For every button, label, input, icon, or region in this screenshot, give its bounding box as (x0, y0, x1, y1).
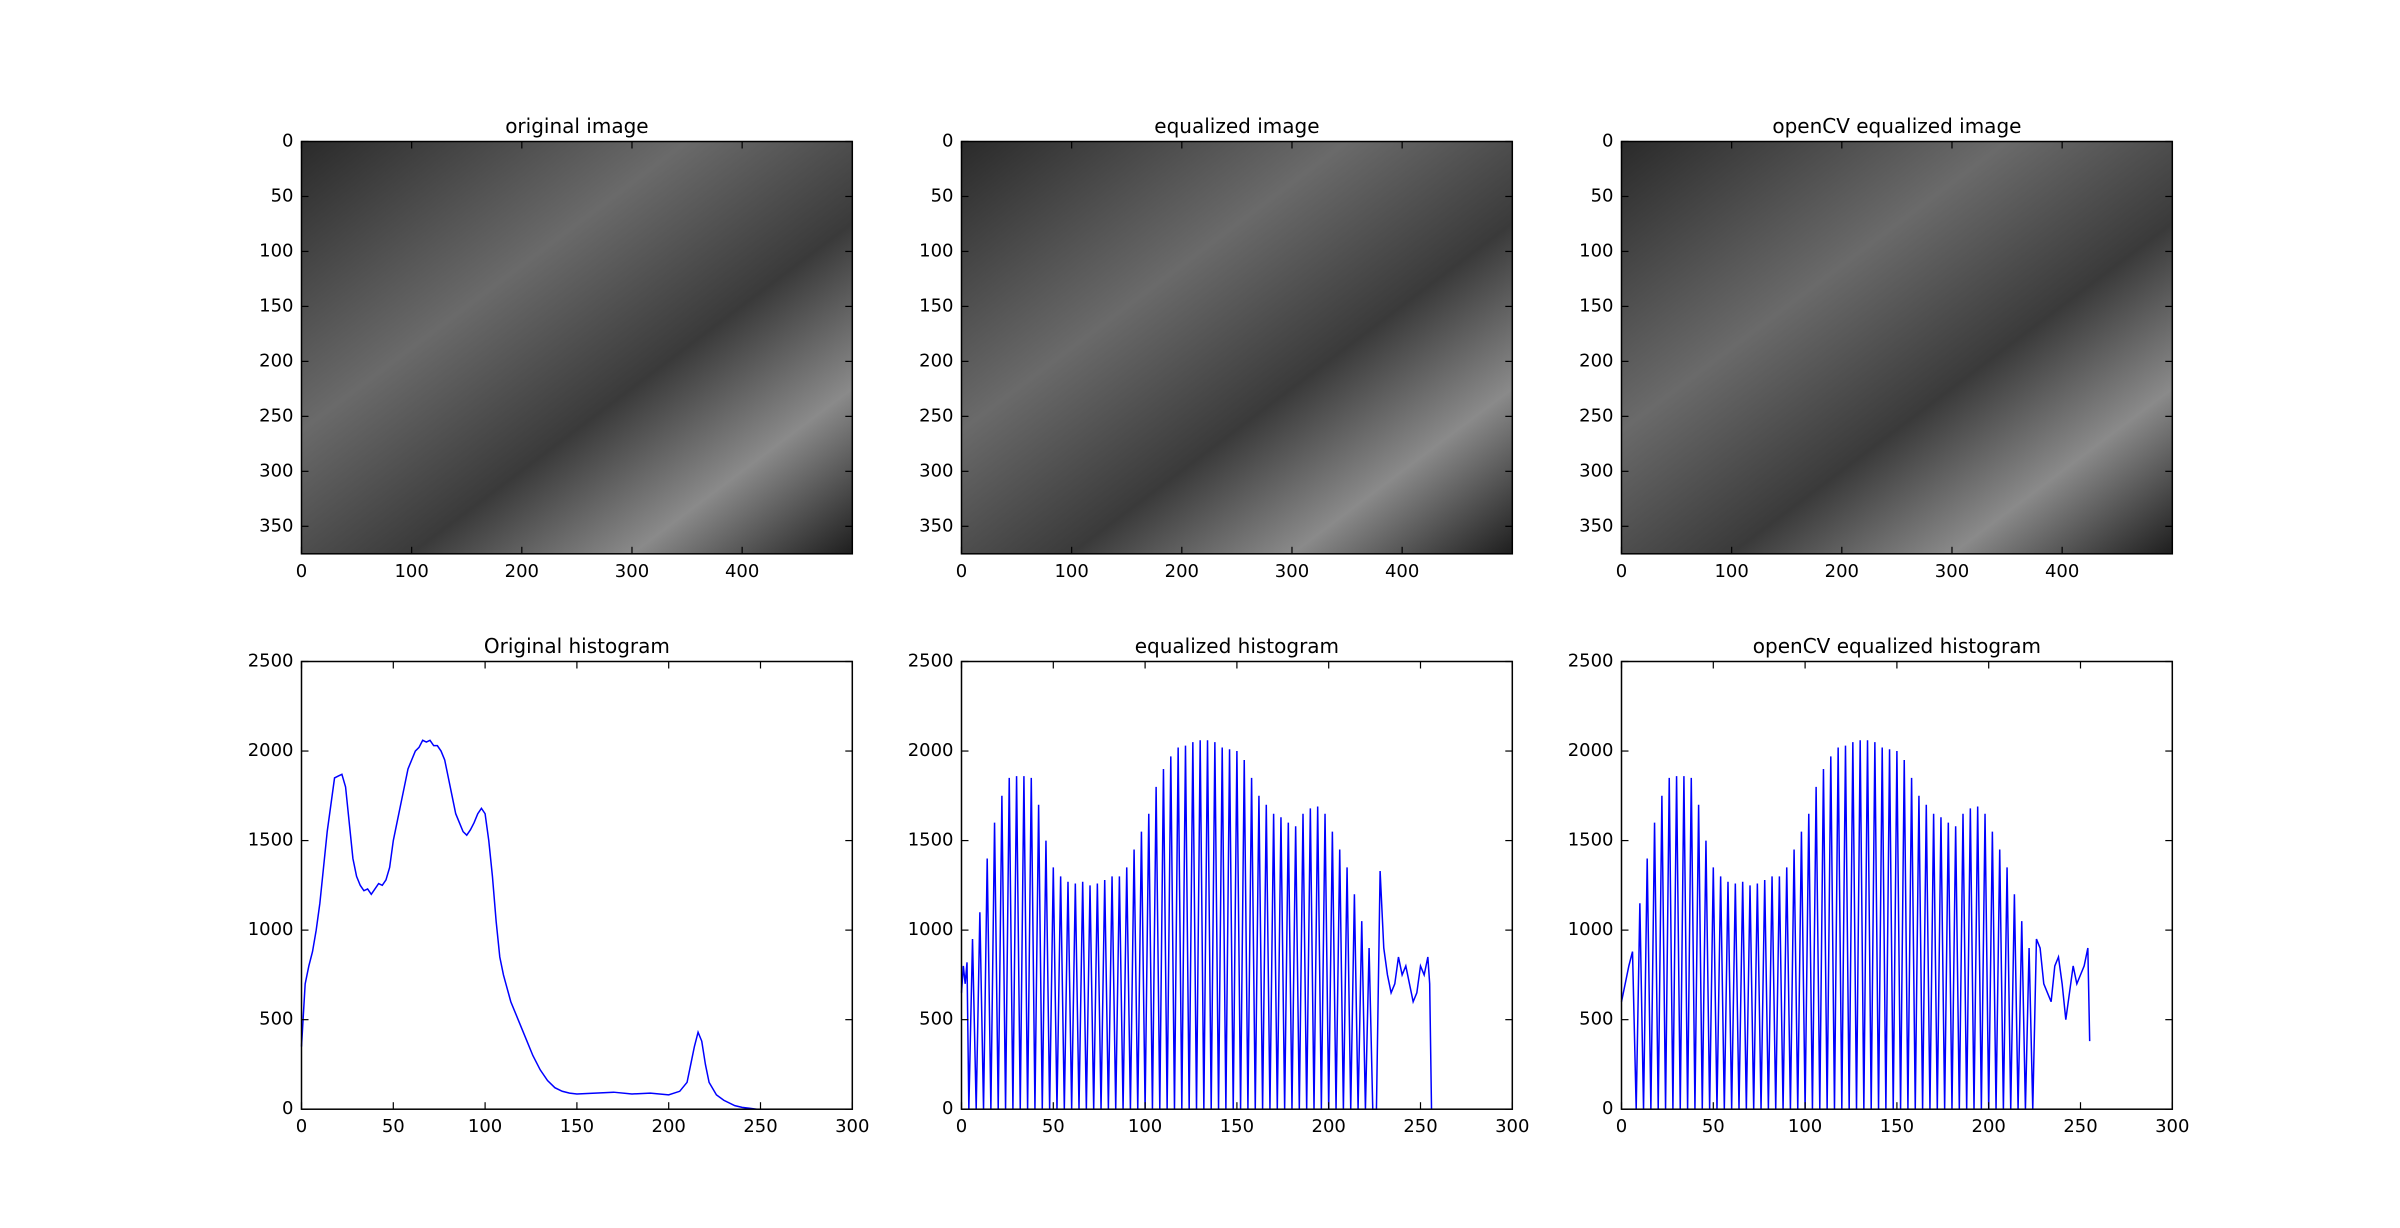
y-tick-label: 350 (259, 515, 293, 536)
y-tick-label: 1500 (1568, 830, 1614, 851)
axes-frame (300, 140, 854, 555)
x-tick-label: 0 (1616, 561, 1627, 582)
image-placeholder (301, 141, 853, 554)
y-tick-label: 500 (919, 1009, 953, 1030)
y-tick-label: 1000 (908, 919, 954, 940)
x-tick-label: 250 (743, 1116, 777, 1137)
y-tick-label: 250 (1579, 405, 1613, 426)
x-tick-label: 100 (394, 561, 428, 582)
x-tick-label: 0 (296, 561, 307, 582)
y-tick-label: 100 (259, 240, 293, 261)
y-tick-label: 0 (942, 131, 953, 152)
y-tick-label: 1500 (248, 830, 294, 851)
x-tick-label: 400 (2045, 561, 2079, 582)
x-tick-label: 400 (725, 561, 759, 582)
x-tick-label: 200 (505, 561, 539, 582)
histogram-line (1620, 740, 2091, 1110)
y-tick-label: 0 (942, 1098, 953, 1119)
image-placeholder (1621, 141, 2173, 554)
x-tick-label: 200 (1165, 561, 1199, 582)
x-tick-label: 100 (1128, 1116, 1162, 1137)
y-tick-label: 2500 (908, 651, 954, 672)
axes-frame (1620, 660, 2174, 1110)
y-tick-label: 100 (1579, 240, 1613, 261)
histogram-line (960, 740, 1433, 1110)
y-tick-label: 2500 (248, 651, 294, 672)
chart-title: Original histogram (484, 634, 670, 658)
axes-frame (300, 660, 854, 1110)
y-tick-label: 300 (1579, 460, 1613, 481)
y-tick-label: 300 (259, 460, 293, 481)
y-tick-label: 250 (919, 405, 953, 426)
y-tick-label: 350 (1579, 515, 1613, 536)
x-tick-label: 250 (2063, 1116, 2097, 1137)
x-tick-label: 250 (1403, 1116, 1437, 1137)
y-tick-label: 1500 (908, 830, 954, 851)
y-tick-label: 150 (1579, 295, 1613, 316)
y-tick-label: 150 (919, 295, 953, 316)
x-tick-label: 200 (652, 1116, 686, 1137)
y-tick-label: 500 (259, 1009, 293, 1030)
x-tick-label: 50 (1042, 1116, 1065, 1137)
y-tick-label: 200 (259, 350, 293, 371)
chart-title: original image (505, 114, 648, 138)
axes-frame (960, 140, 1514, 555)
x-tick-label: 100 (468, 1116, 502, 1137)
x-tick-label: 0 (956, 561, 967, 582)
axes-frame (1620, 140, 2174, 555)
x-tick-label: 300 (2155, 1116, 2189, 1137)
y-tick-label: 50 (1591, 185, 1614, 206)
axes-frame (960, 660, 1514, 1110)
y-tick-label: 0 (282, 1098, 293, 1119)
x-tick-label: 150 (1880, 1116, 1914, 1137)
chart-title: equalized histogram (1135, 634, 1339, 658)
image-placeholder (961, 141, 1513, 554)
y-tick-label: 0 (1602, 1098, 1613, 1119)
y-tick-label: 2000 (1568, 740, 1614, 761)
y-tick-label: 300 (919, 460, 953, 481)
x-tick-label: 200 (1312, 1116, 1346, 1137)
x-tick-label: 400 (1385, 561, 1419, 582)
x-tick-label: 300 (1935, 561, 1969, 582)
x-tick-label: 0 (956, 1116, 967, 1137)
x-tick-label: 0 (296, 1116, 307, 1137)
x-tick-label: 300 (1275, 561, 1309, 582)
x-tick-label: 150 (560, 1116, 594, 1137)
y-tick-label: 350 (919, 515, 953, 536)
y-tick-label: 2500 (1568, 651, 1614, 672)
chart-title: openCV equalized histogram (1753, 634, 2041, 658)
y-tick-label: 50 (931, 185, 954, 206)
y-tick-label: 250 (259, 405, 293, 426)
y-tick-label: 0 (282, 131, 293, 152)
y-tick-label: 200 (919, 350, 953, 371)
x-tick-label: 50 (382, 1116, 405, 1137)
y-tick-label: 150 (259, 295, 293, 316)
x-tick-label: 200 (1972, 1116, 2006, 1137)
y-tick-label: 2000 (248, 740, 294, 761)
y-tick-label: 50 (271, 185, 294, 206)
x-tick-label: 150 (1220, 1116, 1254, 1137)
x-tick-label: 50 (1702, 1116, 1725, 1137)
y-tick-label: 1000 (1568, 919, 1614, 940)
y-tick-label: 200 (1579, 350, 1613, 371)
y-tick-label: 1000 (248, 919, 294, 940)
x-tick-label: 100 (1788, 1116, 1822, 1137)
x-tick-label: 100 (1054, 561, 1088, 582)
chart-title: equalized image (1154, 114, 1319, 138)
y-tick-label: 2000 (908, 740, 954, 761)
x-tick-label: 300 (1495, 1116, 1529, 1137)
chart-title: openCV equalized image (1772, 114, 2021, 138)
x-tick-label: 0 (1616, 1116, 1627, 1137)
x-tick-label: 200 (1825, 561, 1859, 582)
y-tick-label: 0 (1602, 131, 1613, 152)
y-tick-label: 500 (1579, 1009, 1613, 1030)
x-tick-label: 300 (835, 1116, 869, 1137)
x-tick-label: 300 (615, 561, 649, 582)
y-tick-label: 100 (919, 240, 953, 261)
x-tick-label: 100 (1714, 561, 1748, 582)
histogram-line (300, 739, 770, 1110)
